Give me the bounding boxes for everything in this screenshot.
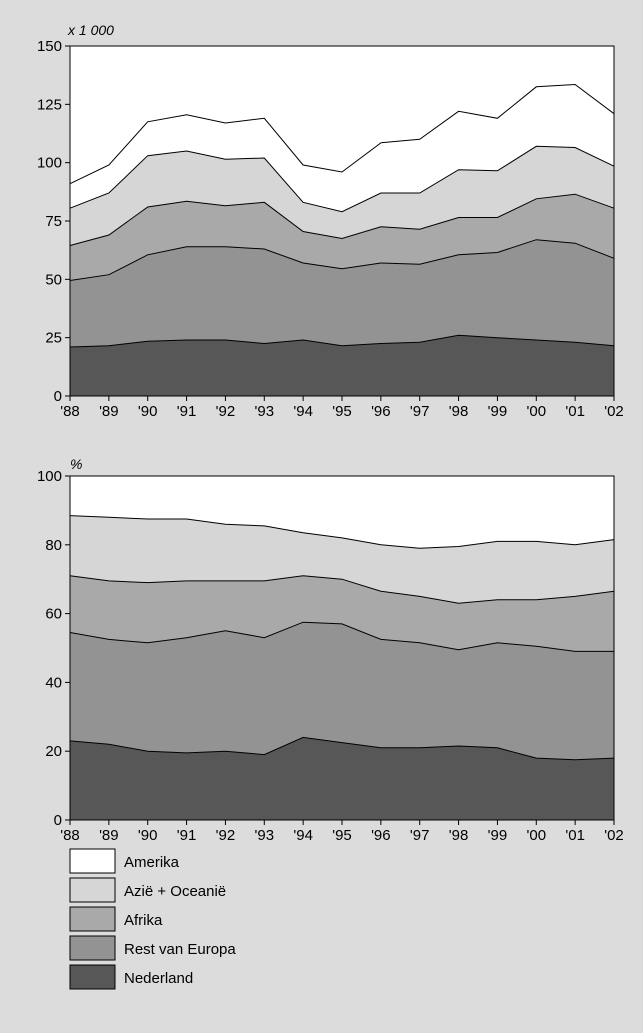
y-tick-label: 50 xyxy=(45,271,62,288)
y-tick-label: 100 xyxy=(37,468,62,485)
boundary-line xyxy=(69,621,614,652)
x-tick-label: '96 xyxy=(371,827,391,844)
x-tick-label: '92 xyxy=(216,827,236,844)
legend-swatch xyxy=(69,964,116,990)
x-tick-label: '00 xyxy=(527,403,547,420)
y-tick-label: 40 xyxy=(45,674,62,691)
x-tick-label: '01 xyxy=(565,827,585,844)
x-tick-label: '98 xyxy=(449,403,469,420)
legend: Amerika Azië + Oceanië Afrika Rest van Euro… xyxy=(69,848,236,990)
area-nederland xyxy=(70,335,614,396)
y-tick-label: 20 xyxy=(45,743,62,760)
boundary-line xyxy=(69,515,615,549)
x-tick-label: '99 xyxy=(488,403,508,420)
chart-2-unit-label: % xyxy=(70,456,82,472)
legend-swatch xyxy=(69,906,116,932)
x-tick-label: '90 xyxy=(138,403,158,420)
area-amerika xyxy=(70,476,614,549)
area-azi-oceani- xyxy=(70,515,614,604)
x-tick-label: '93 xyxy=(255,403,275,420)
boundary-line xyxy=(69,83,615,185)
legend-swatch xyxy=(69,935,116,961)
x-tick-label: '96 xyxy=(371,403,391,420)
y-tick-label: 100 xyxy=(37,155,62,172)
x-tick-label: '94 xyxy=(293,827,313,844)
legend-label: Amerika xyxy=(124,854,180,871)
y-tick-label: 0 xyxy=(54,388,62,405)
area-azi-oceani- xyxy=(70,146,614,246)
area-rest-van-europa xyxy=(70,239,614,347)
y-tick-label: 150 xyxy=(37,38,62,55)
x-tick-label: '88 xyxy=(60,827,80,844)
legend-label: Afrika xyxy=(124,912,163,929)
x-tick-label: '02 xyxy=(604,827,624,844)
x-tick-label: '99 xyxy=(488,827,508,844)
x-tick-label: '91 xyxy=(177,827,197,844)
legend-swatch xyxy=(69,877,116,903)
legend-label: Azië + Oceanië xyxy=(124,883,226,900)
x-tick-label: '95 xyxy=(332,403,352,420)
boundary-line xyxy=(69,193,615,246)
y-tick-label: 0 xyxy=(54,812,62,829)
chart-1-unit-label: x 1 000 xyxy=(67,22,114,38)
x-tick-label: '89 xyxy=(99,827,119,844)
boundary-line xyxy=(69,575,615,604)
x-tick-label: '92 xyxy=(216,403,236,420)
x-tick-label: '93 xyxy=(255,827,275,844)
boundary-line xyxy=(69,334,615,348)
area-afrika xyxy=(70,575,614,652)
x-tick-label: '02 xyxy=(604,403,624,420)
x-tick-label: '98 xyxy=(449,827,469,844)
absolute-stacked-area-chart: x 1 000 0 25 50 75 100 125 150 '88 '89 '90 '91 '92 '… xyxy=(37,22,624,420)
y-tick-label: 75 xyxy=(45,213,62,230)
area-rest-van-europa xyxy=(70,622,614,760)
area-nederland xyxy=(70,737,614,820)
legend-swatch xyxy=(69,848,116,874)
boundary-line xyxy=(69,145,615,213)
x-tick-label: '89 xyxy=(99,403,119,420)
y-tick-label: 25 xyxy=(45,330,62,347)
boundary-line xyxy=(69,736,615,761)
percentage-stacked-area-chart: % 0 20 40 60 80 100 '88 '89 '90 '91 '92 '93 '94 '95 '9… xyxy=(37,456,624,844)
x-tick-label: '97 xyxy=(410,403,430,420)
y-tick-label: 80 xyxy=(45,537,62,554)
x-tick-label: '00 xyxy=(527,827,547,844)
area-amerika xyxy=(70,84,614,212)
legend-label: Rest van Europa xyxy=(124,941,236,958)
legend-label: Nederland xyxy=(124,970,193,987)
x-tick-label: '88 xyxy=(60,403,80,420)
y-tick-label: 125 xyxy=(37,96,62,113)
x-tick-label: '94 xyxy=(293,403,313,420)
y-tick-label: 60 xyxy=(45,606,62,623)
x-tick-label: '90 xyxy=(138,827,158,844)
area-afrika xyxy=(70,194,614,281)
x-tick-label: '97 xyxy=(410,827,430,844)
boundary-line xyxy=(69,239,615,281)
x-tick-label: '91 xyxy=(177,403,197,420)
x-tick-label: '95 xyxy=(332,827,352,844)
x-tick-label: '01 xyxy=(565,403,585,420)
